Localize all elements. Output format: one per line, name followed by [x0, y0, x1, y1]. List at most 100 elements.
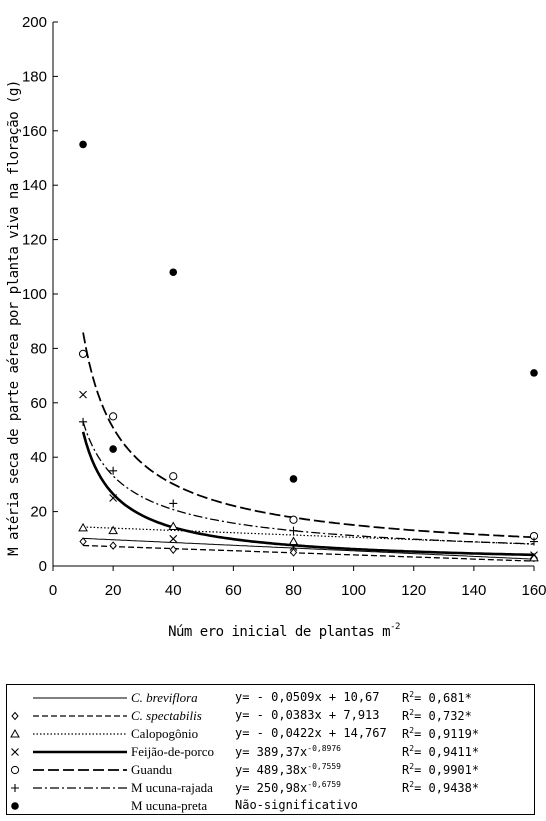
point-mucuna-preta: [289, 475, 298, 483]
legend-marker: [11, 784, 19, 792]
chart-legend: C. breviflora y= - 0,0509x + 10,67 R2= 0,6…: [6, 684, 535, 815]
point-feij-o-de-porco: [169, 534, 178, 543]
legend-equation-text: y= - 0,0509x + 10,67: [235, 690, 380, 704]
legend-row: Calopogônio y= - 0,0422x + 14,767 R2= 0,91…: [7, 725, 534, 743]
fit-line-c-breviflora: [83, 537, 535, 560]
legend-name: M ucuna-rajada: [131, 780, 213, 795]
legend-r2: R2= 0,9411*: [402, 744, 480, 759]
point-feij-o-de-porco: [109, 494, 118, 502]
legend-marker: [10, 765, 20, 775]
point-c-spectabilis: [109, 541, 117, 550]
y-tick-label: 60: [30, 395, 47, 412]
legend-name: Guandu: [131, 762, 173, 777]
legend-equation-exponent: -0,8976: [307, 744, 341, 753]
point-calopog-nio: [78, 522, 88, 532]
point-c-spectabilis: [79, 537, 87, 546]
legend-equation: y= 489,38x-0,7559: [235, 762, 341, 777]
y-tick-label: 20: [30, 504, 47, 521]
legend-row: M ucuna-rajada y= 250,98x-0,6759 R2= 0,943…: [7, 779, 534, 797]
fit-line-mucuna-rajada: [82, 421, 535, 545]
legend-marker: [11, 711, 19, 721]
x-tick-label: 60: [225, 582, 242, 599]
legend-equation-text: y= - 0,0383x + 7,913: [235, 708, 380, 722]
legend-equation: Não-significativo: [235, 798, 358, 812]
fit-line-calopog-nio: [83, 526, 535, 545]
point-mucuna-rajada: [109, 466, 118, 475]
legend-symbol: [10, 765, 127, 775]
legend-marker: [10, 728, 20, 738]
fit-line-feij-o-de-porco: [81, 431, 535, 557]
legend-marker: [11, 802, 19, 810]
x-tick-label: 160: [521, 582, 546, 599]
legend-name: Calopogônio: [131, 726, 199, 741]
y-tick-label: 140: [22, 177, 47, 194]
y-tick-label: 160: [22, 123, 47, 140]
chart-plot: 0 20 40 60 80 100 120 140 160 180 200 0 20 40 60 80 100 1…: [6, 14, 546, 640]
legend-equation-text: y= 489,38x: [235, 763, 308, 777]
legend-r2: R2= 0,9438*: [402, 780, 480, 795]
y-tick-label: 0: [39, 558, 47, 575]
point-mucuna-rajada: [169, 499, 178, 508]
x-tick-label: 140: [461, 582, 486, 599]
point-mucuna-rajada: [79, 417, 88, 426]
point-mucuna-preta: [109, 445, 117, 453]
legend-r2-value: 0,9411*: [428, 745, 480, 759]
legend-r2-value: 0,9438*: [428, 781, 480, 795]
point-c-spectabilis: [169, 545, 177, 554]
chart-axes: 0 20 40 60 80 100 120 140 160 180 200 0 20 40 60 80 100 1…: [22, 14, 546, 599]
legend-row: Guandu y= 489,38x-0,7559 R2= 0,9901*: [7, 761, 534, 779]
legend-row: C. spectabilis y= - 0,0383x + 7,913 R2= 0,…: [7, 707, 534, 725]
legend-equation-text: Não-significativo: [235, 798, 358, 812]
legend-equation-text: y= 389,37x: [235, 745, 308, 759]
legend-name: M ucuna-preta: [131, 798, 208, 813]
legend-equation: y= - 0,0383x + 7,913: [235, 708, 380, 722]
legend-equation: y= 250,98x-0,6759: [235, 780, 341, 795]
legend-row: Feijão-de-porco y= 389,37x-0,8976 R2= 0,94…: [7, 743, 534, 761]
fit-line-guandu: [82, 332, 535, 539]
legend-equation-text: y= - 0,0422x + 14,767: [235, 726, 387, 740]
legend-symbol: [11, 711, 127, 721]
legend-r2-value: 0,9901*: [428, 763, 480, 777]
point-mucuna-rajada: [530, 537, 538, 546]
x-tick-label: 120: [401, 582, 426, 599]
legend-name: C. breviflora: [131, 690, 198, 705]
legend-r2: R2= 0,9901*: [402, 762, 480, 777]
point-feij-o-de-porco: [79, 390, 87, 399]
y-tick-label: 80: [30, 340, 47, 357]
legend-symbol: [10, 728, 127, 738]
y-axis-label: M atéria seca de parte aérea por planta …: [6, 80, 22, 556]
legend-r2: R2= 0,9119*: [402, 726, 480, 741]
point-feij-o-de-porco: [530, 551, 538, 560]
legend-symbol: [11, 802, 19, 810]
legend-row: M ucuna-preta Não-significativo: [7, 797, 534, 815]
x-axis-label: Núm ero inicial de plantas m-2: [168, 622, 400, 640]
legend-r2: R2= 0,681*: [402, 690, 472, 705]
point-mucuna-preta: [530, 369, 538, 377]
legend-equation-exponent: -0,7559: [307, 762, 341, 771]
fit-line-c-spectabilis: [83, 544, 535, 562]
legend-symbol: [11, 748, 127, 756]
point-calopog-nio: [168, 521, 179, 531]
point-feij-o-de-porco: [289, 543, 298, 551]
data-points: [78, 140, 539, 563]
point-calopog-nio: [108, 525, 118, 535]
fit-lines: [81, 332, 535, 562]
legend-name: C. spectabilis: [131, 708, 202, 723]
x-tick-label: 40: [165, 582, 182, 599]
x-tick-label: 0: [49, 582, 57, 599]
x-tick-label: 20: [105, 582, 122, 599]
legend-marker: [11, 748, 19, 756]
point-mucuna-preta: [79, 140, 87, 149]
x-axis-label-text: Núm ero inicial de plantas m: [168, 624, 390, 640]
point-calopog-nio: [288, 536, 299, 546]
y-tick-label: 40: [30, 449, 47, 466]
legend-equation: y= - 0,0509x + 10,67: [235, 690, 380, 704]
legend-row: C. breviflora y= - 0,0509x + 10,67 R2= 0,6…: [7, 689, 534, 707]
point-guandu: [169, 472, 178, 481]
point-mucuna-rajada: [289, 526, 298, 535]
y-tick-label: 180: [22, 68, 47, 85]
y-tick-label: 120: [22, 232, 47, 249]
y-tick-label: 200: [22, 14, 47, 31]
y-tick-label: 100: [22, 286, 47, 303]
legend-r2-value: 0,9119*: [428, 727, 480, 741]
